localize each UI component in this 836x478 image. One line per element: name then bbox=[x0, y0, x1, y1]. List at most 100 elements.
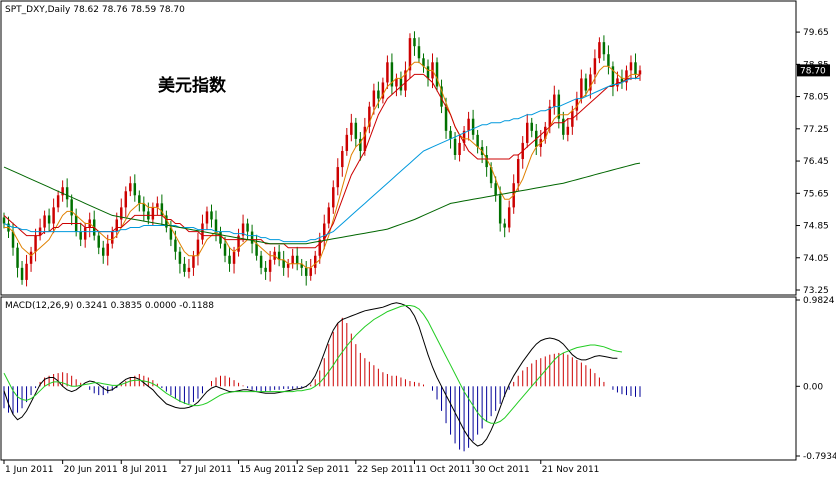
candle-body bbox=[255, 243, 258, 256]
date-tick-label: 27 Jul 2011 bbox=[181, 465, 232, 475]
candle-body bbox=[264, 267, 267, 272]
candle-body bbox=[196, 239, 200, 256]
candle-body bbox=[295, 255, 299, 264]
candle-body bbox=[29, 251, 33, 264]
macd-tick-label: 0.00 bbox=[803, 382, 823, 392]
last-price-marker: 78.70 bbox=[797, 64, 830, 77]
candle-body bbox=[219, 231, 222, 244]
candle-body bbox=[372, 90, 376, 107]
candle-body bbox=[101, 247, 105, 256]
price-tick-label: 78.05 bbox=[803, 93, 829, 103]
candle-body bbox=[620, 78, 624, 83]
candle-body bbox=[65, 187, 69, 200]
candle-body bbox=[625, 70, 628, 83]
date-tick-label: 30 Oct 2011 bbox=[474, 465, 530, 475]
candle-body bbox=[354, 122, 358, 139]
candle-body bbox=[395, 78, 398, 87]
candle-body bbox=[363, 126, 367, 151]
candle-body bbox=[282, 259, 285, 268]
candle-body bbox=[345, 134, 349, 151]
candle-body bbox=[187, 267, 191, 272]
macd-lines bbox=[3, 302, 623, 447]
candle-body bbox=[638, 70, 642, 75]
candle-body bbox=[83, 227, 87, 240]
candle-body bbox=[359, 138, 362, 151]
candle-body bbox=[111, 231, 114, 244]
candle-body bbox=[142, 203, 146, 212]
chart-title: 美元指数 bbox=[158, 75, 227, 96]
date-tick-label: 22 Sep 2011 bbox=[357, 465, 414, 475]
candle-body bbox=[323, 223, 326, 240]
candle-body bbox=[313, 255, 317, 268]
candle-body bbox=[530, 122, 533, 131]
candle-body bbox=[566, 126, 570, 135]
macd-panel-frame bbox=[0, 296, 797, 461]
macd-label: MACD(12,26,9) 0.3241 0.3835 0.0000 -0.11… bbox=[5, 301, 214, 311]
candle-body bbox=[602, 42, 606, 55]
candle-body bbox=[160, 203, 164, 216]
candle-body bbox=[183, 263, 186, 272]
candle-body bbox=[629, 62, 633, 71]
candle-body bbox=[417, 46, 421, 59]
candle-body bbox=[607, 54, 610, 67]
candle-body bbox=[390, 62, 394, 87]
price-tick-label: 74.05 bbox=[803, 254, 829, 264]
candle-body bbox=[422, 58, 425, 67]
candle-body bbox=[138, 195, 141, 204]
candle-body bbox=[575, 98, 579, 111]
candle-body bbox=[377, 90, 380, 99]
candle-body bbox=[129, 183, 132, 192]
candle-body bbox=[309, 267, 312, 276]
candlestick-series bbox=[2, 31, 642, 287]
candle-body bbox=[435, 62, 439, 87]
candle-body bbox=[70, 199, 73, 216]
candle-body bbox=[286, 263, 290, 268]
macd-axis: 0.9824 0.00 -0.7934 bbox=[796, 296, 836, 462]
candle-body bbox=[16, 247, 19, 268]
candle-body bbox=[562, 118, 565, 135]
candle-body bbox=[598, 42, 601, 59]
date-tick-label: 15 Aug 2011 bbox=[240, 465, 298, 475]
candle-body bbox=[106, 243, 109, 256]
candle-body bbox=[259, 255, 263, 268]
candle-body bbox=[318, 239, 321, 256]
candle-body bbox=[498, 195, 502, 224]
date-axis: 1 Jun 2011 20 Jun 2011 8 Jul 2011 27 Jul 20… bbox=[3, 460, 600, 475]
candle-body bbox=[277, 251, 281, 260]
candle-body bbox=[611, 66, 615, 87]
candle-body bbox=[291, 255, 294, 264]
price-tick-label: 73.25 bbox=[803, 286, 829, 296]
candle-body bbox=[462, 130, 466, 143]
candle-body bbox=[458, 142, 461, 155]
candle-body bbox=[52, 207, 55, 224]
candle-body bbox=[341, 150, 344, 168]
candle-body bbox=[489, 167, 493, 184]
candle-body bbox=[228, 255, 231, 264]
candle-body bbox=[165, 215, 168, 228]
candle-body bbox=[237, 235, 240, 252]
candle-body bbox=[634, 62, 637, 75]
main-chart-frame bbox=[0, 0, 797, 296]
candle-body bbox=[79, 231, 82, 240]
candle-body bbox=[192, 255, 195, 268]
candle-body bbox=[440, 86, 443, 107]
candle-body bbox=[250, 231, 254, 244]
candle-body bbox=[593, 58, 597, 75]
candle-body bbox=[169, 227, 173, 240]
candle-body bbox=[300, 263, 303, 268]
date-tick-label: 11 Oct 2011 bbox=[415, 465, 471, 475]
candle-body bbox=[20, 267, 24, 280]
candle-body bbox=[467, 118, 470, 131]
candle-body bbox=[156, 203, 159, 208]
candle-body bbox=[584, 78, 588, 91]
candle-body bbox=[426, 66, 430, 79]
date-tick-label: 21 Nov 2011 bbox=[542, 465, 600, 475]
date-tick-label: 20 Jun 2011 bbox=[64, 465, 118, 475]
date-tick-label: 8 Jul 2011 bbox=[122, 465, 167, 475]
candle-body bbox=[453, 138, 457, 155]
candle-body bbox=[413, 38, 416, 47]
candle-body bbox=[115, 219, 119, 232]
moving-average-lines bbox=[3, 61, 641, 269]
candle-body bbox=[61, 187, 64, 196]
candle-body bbox=[47, 215, 51, 224]
